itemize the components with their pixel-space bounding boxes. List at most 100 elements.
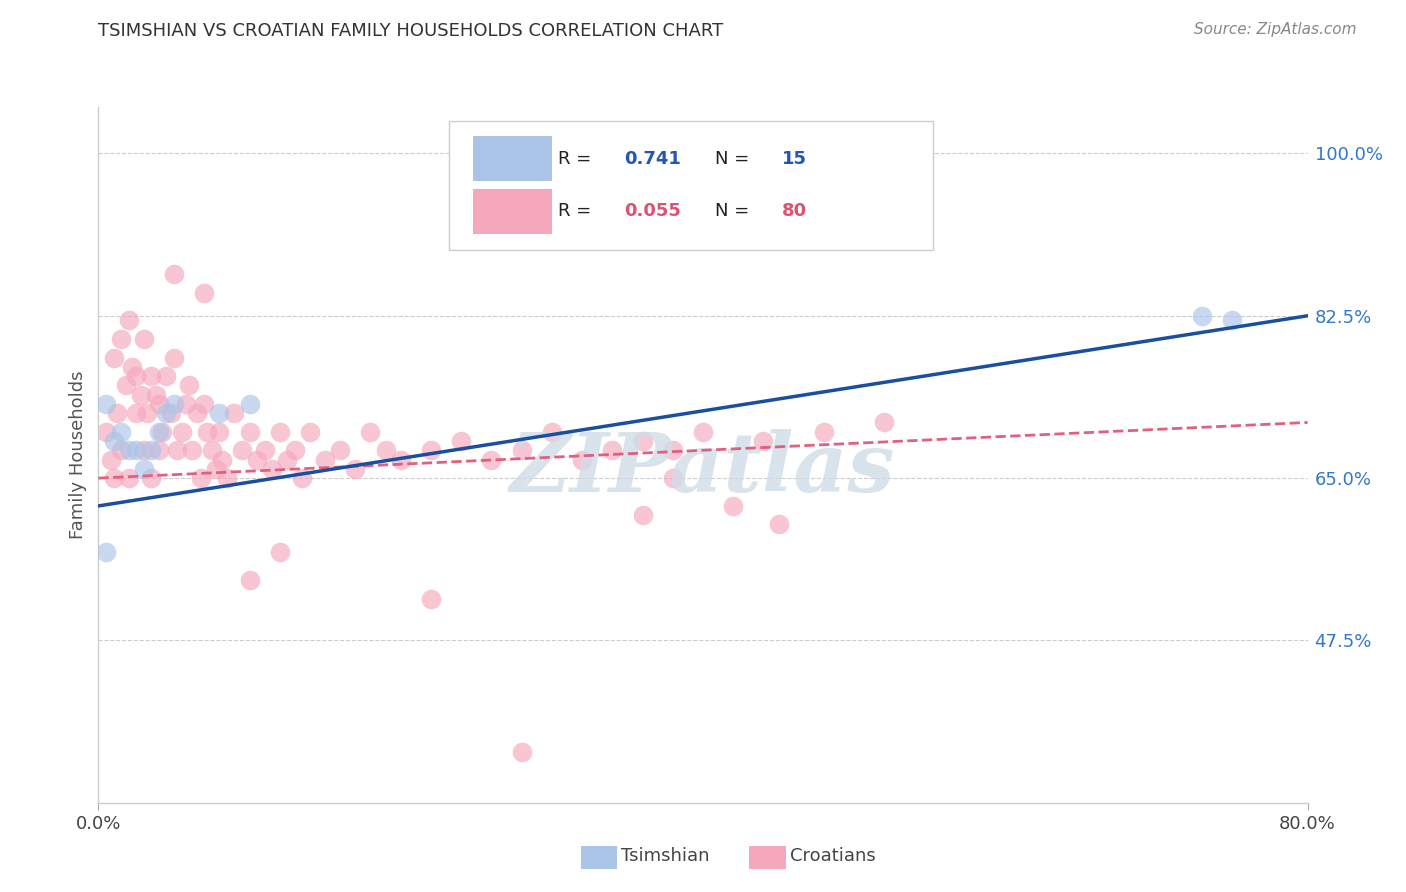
Point (208, 425, 231, 439)
Point (239, 425, 262, 439)
Point (135, 406, 157, 420)
Point (100, 452, 122, 467)
Point (631, 508, 654, 523)
Text: 0.741: 0.741 (624, 150, 682, 168)
Point (201, 443, 224, 458)
Point (215, 471, 238, 485)
Text: Source: ZipAtlas.com: Source: ZipAtlas.com (1194, 22, 1357, 37)
Point (389, 452, 412, 467)
Point (193, 397, 215, 411)
Text: N =: N = (716, 150, 755, 168)
Point (205, 462, 228, 476)
Point (125, 443, 148, 458)
Point (118, 313, 141, 327)
Point (231, 443, 253, 458)
Point (374, 443, 396, 458)
Point (195, 425, 218, 439)
Point (314, 452, 336, 467)
Point (284, 443, 307, 458)
Point (170, 425, 193, 439)
Text: 0.055: 0.055 (624, 202, 682, 220)
Point (118, 471, 141, 485)
Point (269, 425, 291, 439)
Point (723, 499, 745, 513)
Point (662, 443, 685, 458)
Point (141, 369, 163, 384)
Point (246, 452, 269, 467)
Point (239, 573, 262, 587)
Point (239, 397, 262, 411)
Point (166, 443, 188, 458)
Point (155, 369, 177, 384)
Point (103, 351, 125, 365)
FancyBboxPatch shape (474, 189, 553, 235)
Point (329, 443, 352, 458)
Point (105, 406, 128, 420)
Point (110, 443, 132, 458)
Point (752, 434, 775, 448)
Point (450, 434, 472, 448)
Point (190, 471, 212, 485)
Point (141, 471, 163, 485)
Point (125, 406, 148, 420)
Point (132, 443, 155, 458)
Point (692, 425, 714, 439)
Text: 80: 80 (782, 202, 807, 220)
Point (148, 443, 170, 458)
Point (110, 332, 132, 346)
Text: N =: N = (716, 202, 755, 220)
Point (262, 462, 284, 476)
Text: 15: 15 (782, 150, 807, 168)
Point (299, 425, 322, 439)
Point (510, 745, 533, 759)
Point (148, 425, 170, 439)
Point (1191, 309, 1213, 323)
Point (125, 369, 148, 384)
Point (813, 425, 835, 439)
Point (193, 285, 215, 300)
Point (768, 517, 790, 532)
Point (103, 471, 125, 485)
Point (224, 406, 246, 420)
Point (141, 443, 163, 458)
Point (114, 378, 136, 392)
Text: TSIMSHIAN VS CROATIAN FAMILY HOUSEHOLDS CORRELATION CHART: TSIMSHIAN VS CROATIAN FAMILY HOUSEHOLDS … (98, 22, 724, 40)
Point (631, 434, 654, 448)
Point (150, 425, 173, 439)
Point (132, 332, 155, 346)
Point (510, 443, 533, 458)
Point (110, 425, 132, 439)
Point (155, 406, 177, 420)
Point (94, 425, 117, 439)
Point (571, 452, 593, 467)
Text: Croatians: Croatians (790, 847, 876, 865)
Text: Tsimshian: Tsimshian (621, 847, 710, 865)
FancyBboxPatch shape (474, 136, 553, 181)
Point (1220, 313, 1243, 327)
Point (269, 545, 291, 559)
Point (602, 443, 624, 458)
Point (481, 452, 503, 467)
Point (163, 267, 186, 281)
Point (360, 425, 382, 439)
Point (174, 397, 197, 411)
Point (94, 397, 117, 411)
Point (276, 452, 298, 467)
Point (103, 434, 125, 448)
Point (160, 406, 183, 420)
Point (118, 443, 141, 458)
Point (253, 443, 276, 458)
Text: ZIPatlas: ZIPatlas (510, 429, 896, 508)
Point (873, 416, 896, 430)
Point (132, 462, 155, 476)
Point (163, 397, 186, 411)
FancyBboxPatch shape (449, 121, 932, 250)
Point (540, 425, 562, 439)
Point (163, 351, 186, 365)
Y-axis label: Family Households: Family Households (69, 371, 87, 539)
Point (129, 387, 152, 401)
Point (94, 545, 117, 559)
Point (181, 443, 204, 458)
Point (291, 471, 314, 485)
Point (148, 397, 170, 411)
